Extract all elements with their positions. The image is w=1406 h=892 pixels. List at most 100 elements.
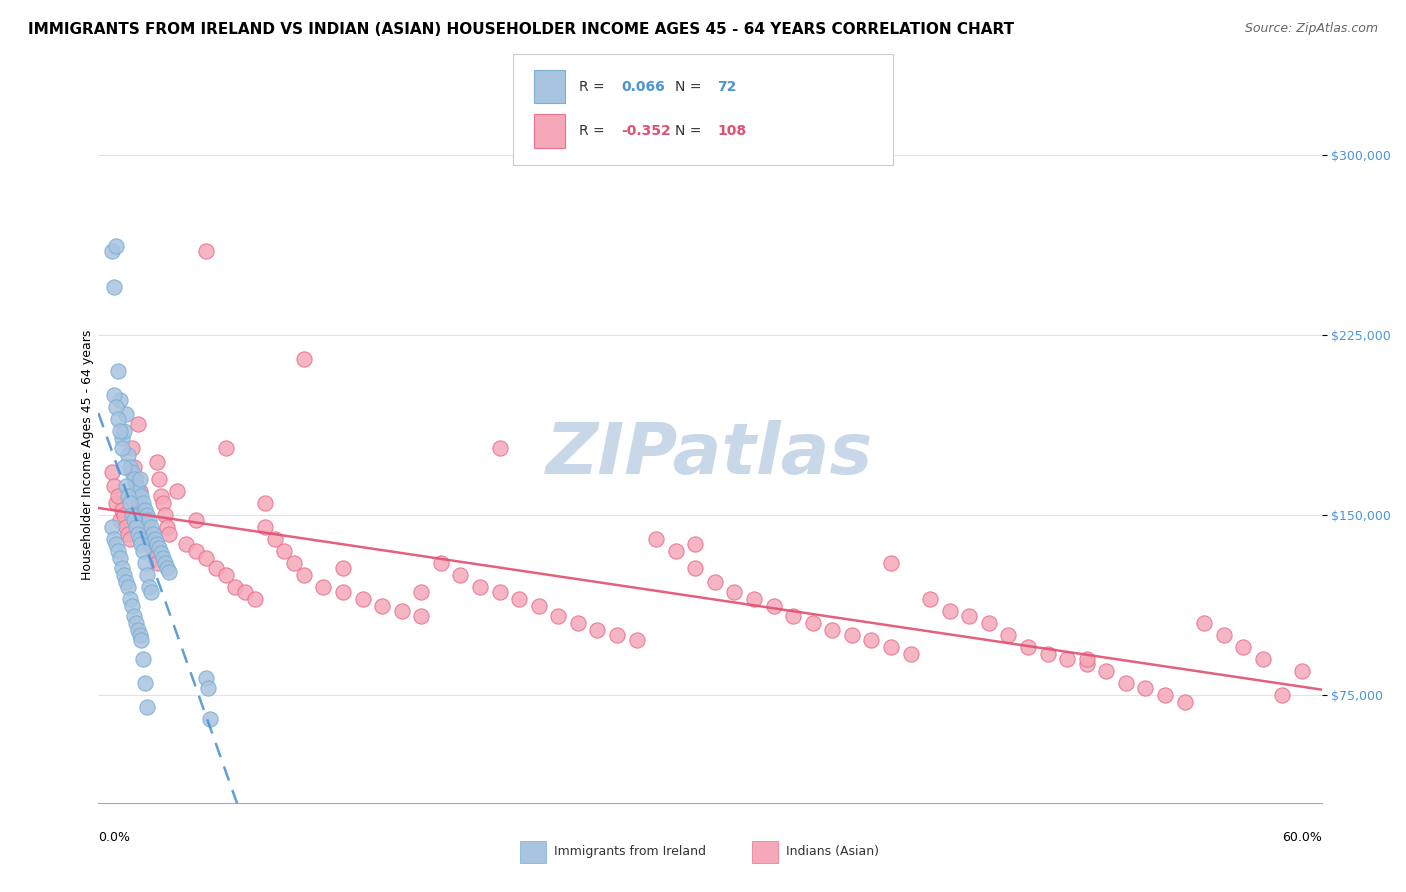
Point [450, 567, 472, 582]
Point [105, 400, 128, 414]
Point [124, 472, 146, 486]
Point [108, 392, 131, 407]
Point [156, 520, 179, 534]
Point [153, 508, 176, 522]
Point [112, 459, 135, 474]
Text: 60.0%: 60.0% [1282, 830, 1322, 844]
Point [150, 489, 173, 503]
Point [1056, 652, 1078, 666]
Text: Immigrants from Ireland: Immigrants from Ireland [554, 846, 706, 858]
Point [134, 503, 156, 517]
Point [1192, 615, 1215, 630]
Point [128, 472, 150, 486]
Point [128, 532, 150, 546]
Point [122, 459, 145, 474]
Point [121, 441, 143, 455]
Point [821, 623, 844, 637]
Point [1115, 676, 1137, 690]
Point [143, 551, 166, 566]
Point [108, 513, 131, 527]
Point [198, 712, 221, 726]
Point [128, 483, 150, 498]
Point [920, 591, 942, 606]
Point [371, 599, 394, 613]
Point [142, 527, 165, 541]
Point [127, 496, 149, 510]
Point [273, 544, 295, 558]
Text: R =: R = [579, 79, 609, 94]
Text: R =: R = [579, 124, 609, 138]
Point [253, 520, 276, 534]
Point [131, 632, 153, 647]
Point [121, 508, 143, 522]
Point [1232, 640, 1254, 654]
Point [157, 566, 180, 580]
Point [103, 280, 125, 294]
Point [880, 556, 903, 570]
Point [105, 239, 128, 253]
Point [224, 580, 246, 594]
Point [1271, 688, 1294, 702]
Point [152, 551, 174, 566]
Point [107, 364, 129, 378]
Point [132, 513, 155, 527]
Point [141, 584, 163, 599]
Point [586, 623, 609, 637]
Point [114, 407, 136, 421]
Point [136, 699, 159, 714]
Point [997, 628, 1019, 642]
Point [626, 632, 648, 647]
Point [121, 599, 143, 613]
Point [263, 532, 285, 546]
Point [977, 615, 1000, 630]
Point [132, 496, 155, 510]
Point [205, 560, 228, 574]
Text: 72: 72 [717, 79, 737, 94]
Point [703, 575, 725, 590]
Point [801, 615, 824, 630]
Point [153, 556, 176, 570]
Point [127, 483, 149, 498]
Point [430, 556, 453, 570]
Point [118, 496, 141, 510]
Text: -0.352: -0.352 [621, 124, 671, 138]
Point [141, 537, 163, 551]
Point [131, 537, 153, 551]
Point [101, 465, 124, 479]
Point [841, 628, 863, 642]
Point [124, 479, 146, 493]
Point [107, 412, 129, 426]
Text: N =: N = [675, 79, 706, 94]
Point [186, 544, 208, 558]
Point [900, 647, 922, 661]
Point [107, 544, 129, 558]
Point [117, 489, 139, 503]
Point [136, 527, 159, 541]
Point [332, 584, 354, 599]
Text: IMMIGRANTS FROM IRELAND VS INDIAN (ASIAN) HOUSEHOLDER INCOME AGES 45 - 64 YEARS : IMMIGRANTS FROM IRELAND VS INDIAN (ASIAN… [28, 22, 1014, 37]
Point [762, 599, 785, 613]
Point [148, 472, 170, 486]
Point [156, 560, 179, 574]
Point [103, 532, 125, 546]
Point [136, 567, 159, 582]
Point [107, 489, 129, 503]
Point [547, 608, 569, 623]
Point [957, 608, 980, 623]
Point [292, 351, 315, 366]
Point [108, 424, 131, 438]
Point [468, 580, 491, 594]
Point [195, 671, 218, 685]
Point [665, 544, 688, 558]
Point [112, 424, 135, 438]
Point [312, 580, 335, 594]
Point [782, 608, 804, 623]
Point [111, 560, 134, 574]
Point [111, 431, 134, 445]
Point [411, 608, 433, 623]
Point [332, 560, 354, 574]
Point [253, 496, 276, 510]
Point [283, 556, 305, 570]
Point [146, 556, 169, 570]
Point [292, 567, 315, 582]
